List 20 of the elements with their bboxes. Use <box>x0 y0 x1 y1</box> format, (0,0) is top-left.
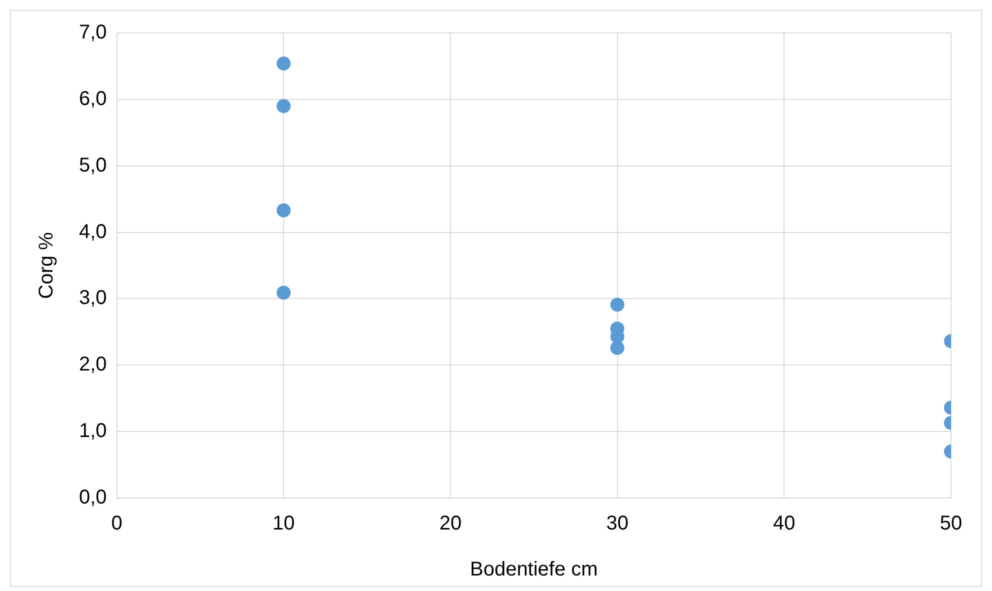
y-tick-label: 1,0 <box>78 420 107 442</box>
x-axis-title: Bodentiefe cm <box>470 558 598 581</box>
y-tick-label: 6,0 <box>78 88 107 110</box>
point <box>276 286 291 300</box>
x-tick-label: 40 <box>773 512 796 535</box>
point <box>276 56 291 71</box>
point <box>276 99 291 114</box>
y-tick-label: 3,0 <box>78 287 107 310</box>
y-tick-label: 5,0 <box>78 154 107 176</box>
x-tick-label: 10 <box>272 512 295 535</box>
x-tick-label: 0 <box>111 512 122 535</box>
point <box>276 203 291 218</box>
x-tick-label: 50 <box>940 512 962 535</box>
y-tick-label: 4,0 <box>78 220 107 243</box>
y-tick-label: 7,0 <box>78 22 107 44</box>
y-tick-label: 2,0 <box>78 354 107 376</box>
y-axis-title: Corg % <box>36 232 58 299</box>
y-tick-label: 0,0 <box>78 486 107 509</box>
x-tick-label: 20 <box>439 512 462 535</box>
x-tick-label: 30 <box>606 512 628 535</box>
